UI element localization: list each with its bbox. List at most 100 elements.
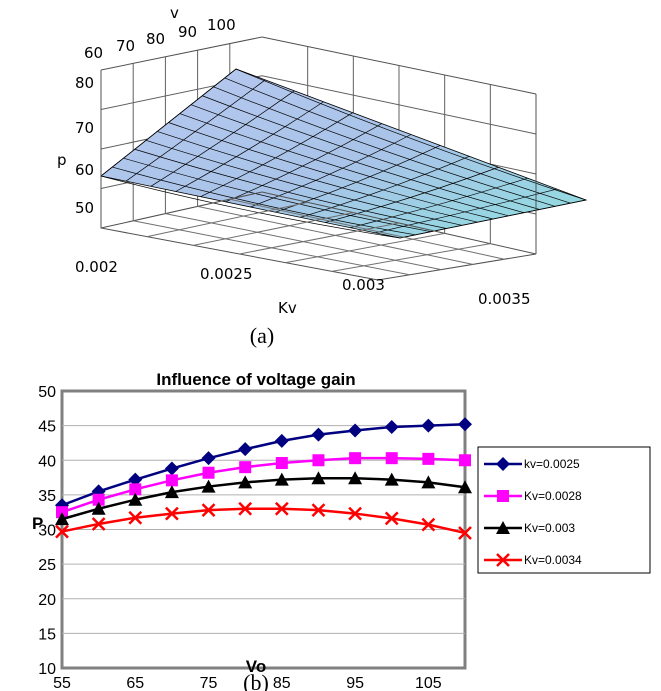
floor-grid [133, 198, 505, 276]
kv-tick: 0.0035 [478, 290, 531, 308]
caption-a: (a) [250, 323, 274, 348]
data-point [459, 454, 471, 467]
x-tick-label: 85 [273, 675, 291, 691]
x-tick-label: 65 [126, 675, 144, 691]
data-point [91, 517, 106, 531]
x-axis-label: Vo [246, 657, 266, 676]
p-tick: 50 [75, 199, 94, 217]
data-point [239, 461, 252, 474]
data-point [497, 490, 509, 502]
data-point [496, 457, 510, 471]
data-point [348, 423, 363, 438]
series-3 [55, 471, 472, 526]
v-tick: 70 [116, 37, 135, 55]
grid-line [133, 220, 410, 276]
data-point [311, 427, 326, 442]
grid-line [147, 201, 308, 238]
mesh-line [375, 188, 557, 234]
grid-line [239, 222, 400, 255]
legend-entry: Kv=0.0028 [484, 489, 582, 503]
x-tick-label: 75 [200, 675, 218, 691]
mesh-line [125, 79, 266, 182]
p-axis-label: p [57, 151, 67, 169]
mesh-line [200, 112, 353, 197]
legend-label: Kv=0.003 [524, 521, 575, 535]
x-tick-label: 105 [415, 675, 442, 691]
v-tick: 90 [178, 23, 197, 41]
data-point [164, 461, 179, 476]
mesh-line [157, 131, 478, 223]
data-point [385, 452, 398, 465]
data-point [421, 517, 436, 532]
mesh-line [350, 177, 528, 229]
data-point [311, 503, 326, 517]
surface-plot: v 60 70 80 90 100 p 80 70 60 50 0.002 0.… [57, 4, 588, 348]
mesh-line [150, 90, 295, 187]
kv-tick: 0.003 [342, 276, 385, 294]
y-tick-label: 15 [38, 626, 56, 643]
p-tick: 60 [75, 161, 94, 179]
data-point [348, 506, 362, 521]
data-point [496, 553, 510, 567]
legend-entry: Kv=0.003 [484, 521, 575, 535]
grid-line [193, 212, 354, 246]
data-point [164, 485, 179, 499]
data-point [202, 466, 215, 479]
mesh-line [213, 86, 556, 207]
grid-line [285, 232, 445, 264]
data-point [128, 510, 143, 525]
data-point [165, 474, 178, 487]
data-point [458, 526, 472, 540]
x-tick-label: 55 [53, 675, 71, 691]
data-point [238, 501, 253, 516]
data-point [129, 483, 142, 496]
mesh-line [179, 113, 509, 217]
data-point [311, 471, 326, 485]
data-point [274, 472, 289, 486]
y-tick-label: 45 [38, 419, 56, 436]
data-point [201, 479, 216, 493]
y-axis-label: P [32, 514, 43, 533]
x-ticks: 55 65 75 85 95 105 [53, 675, 442, 691]
kv-tick: 0.002 [75, 258, 118, 276]
data-point [274, 501, 289, 516]
mesh-line [300, 156, 470, 218]
data-point [201, 503, 216, 517]
mesh-line [175, 101, 324, 192]
data-point [349, 452, 362, 465]
y-tick-label: 25 [38, 557, 56, 574]
legend-label: Kv=0.0034 [524, 553, 582, 567]
grid-line [331, 243, 491, 272]
series-4 [55, 501, 472, 540]
series-lines [55, 417, 472, 540]
mesh-line [190, 104, 525, 214]
data-point [384, 420, 399, 435]
mesh-line [145, 139, 463, 226]
data-point [201, 451, 216, 466]
data-point [165, 506, 179, 521]
y-tick-label: 10 [38, 661, 56, 678]
surface-mesh [100, 68, 587, 239]
grid-line [197, 205, 473, 265]
legend-entry: Kv=0.0034 [484, 553, 582, 567]
data-point [384, 511, 399, 526]
data-point [274, 433, 289, 448]
grid-line [229, 198, 505, 260]
data-point [421, 475, 436, 489]
data-point [128, 492, 143, 506]
mesh-line [202, 95, 540, 210]
data-point [348, 471, 363, 485]
p-tick: 70 [75, 119, 94, 137]
data-point [384, 472, 399, 486]
kv-axis-label: Kv [278, 299, 297, 317]
series-line [61, 477, 466, 521]
mesh-line [100, 175, 401, 239]
data-point [92, 493, 105, 506]
y-tick-label: 20 [38, 592, 56, 609]
data-point [458, 417, 472, 432]
v-tick: 100 [207, 16, 236, 34]
kv-tick: 0.0025 [200, 265, 253, 283]
v-tick: 80 [146, 30, 165, 48]
y-ticks: 10 15 20 25 30 35 40 45 50 [38, 384, 56, 678]
